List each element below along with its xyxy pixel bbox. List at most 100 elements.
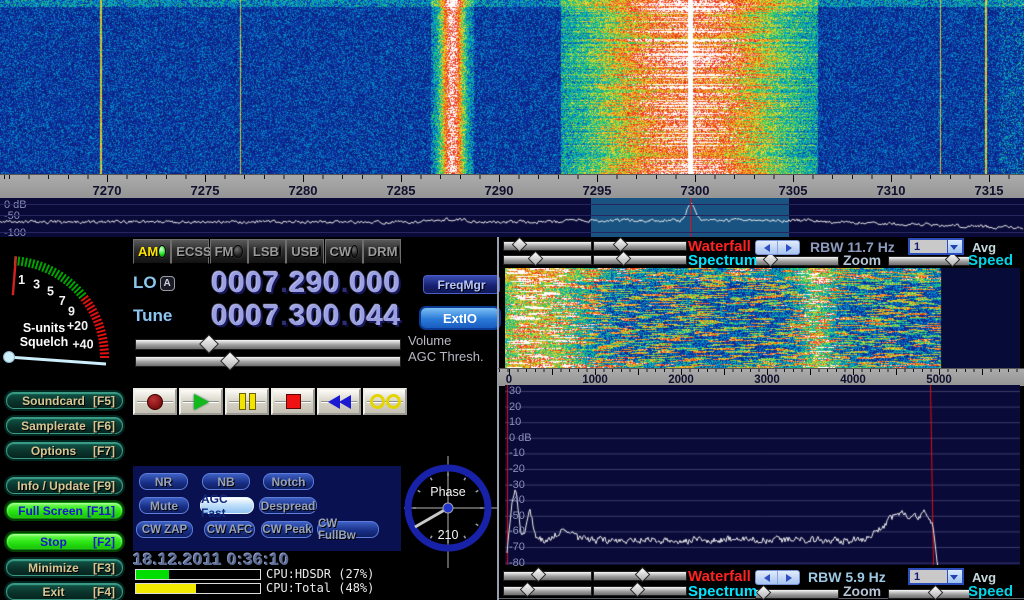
af-bottom-spectrum-label: Spectrum bbox=[688, 583, 758, 600]
mute-button[interactable]: Mute bbox=[139, 497, 189, 514]
squelch-knob[interactable] bbox=[3, 351, 15, 363]
spin-right-icon[interactable] bbox=[778, 241, 799, 254]
spin-left-icon[interactable] bbox=[756, 241, 778, 254]
chevron-down-icon[interactable] bbox=[947, 240, 962, 253]
slider-thumb[interactable] bbox=[755, 584, 771, 600]
volume-label: Volume bbox=[408, 333, 452, 348]
af-scale-tick bbox=[767, 369, 768, 375]
mode-button-usb[interactable]: USB bbox=[286, 239, 325, 264]
slider-thumb[interactable] bbox=[634, 566, 651, 583]
af-frequency-scale[interactable]: 0 1000 2000 3000 4000 5000 bbox=[498, 368, 1024, 386]
af-bottom-spinner[interactable] bbox=[755, 570, 800, 585]
agc-fast-button[interactable]: AGC Fast bbox=[200, 492, 254, 520]
slider-thumb[interactable] bbox=[511, 236, 528, 253]
mode-button-lsb[interactable]: LSB bbox=[247, 239, 286, 264]
slider-thumb[interactable] bbox=[530, 566, 547, 583]
volume-slider[interactable] bbox=[135, 334, 401, 354]
af-scale-tick-label: 1000 bbox=[582, 374, 608, 386]
cw-fullbw-button[interactable]: CW FullBw bbox=[317, 518, 379, 542]
options-button[interactable]: Options [F7] bbox=[6, 442, 123, 459]
af-top-spinner[interactable] bbox=[755, 240, 800, 255]
lo-frequency-row: LO A 0007.290.000 bbox=[133, 267, 401, 299]
af-top-zoom-label: Zoom bbox=[843, 252, 882, 268]
despread-button[interactable]: Despread bbox=[259, 497, 317, 514]
lo-a-badge[interactable]: A bbox=[159, 275, 175, 291]
rf-tune-marker[interactable] bbox=[690, 198, 691, 237]
rf-spectrum-display[interactable]: 0 dB -50 -100 bbox=[0, 198, 1024, 239]
smeter-scale-label: 1 bbox=[18, 273, 25, 287]
mode-button-ecss[interactable]: ECSS bbox=[171, 239, 214, 264]
agc-threshold-slider-thumb[interactable] bbox=[220, 351, 241, 371]
soundcard-button[interactable]: Soundcard [F5] bbox=[6, 392, 123, 409]
exit-button[interactable]: Exit [F4] bbox=[6, 583, 123, 600]
mode-label: CW bbox=[329, 244, 352, 259]
af-db-label: -60 bbox=[509, 525, 525, 538]
af-top-waterfall-label: Waterfall bbox=[688, 238, 751, 255]
samplerate-button[interactable]: Samplerate [F6] bbox=[6, 417, 123, 434]
nb-button[interactable]: NB bbox=[202, 473, 250, 490]
af-top-slider-5[interactable] bbox=[888, 251, 970, 268]
slider-thumb[interactable] bbox=[520, 581, 536, 598]
cpu-bar bbox=[135, 569, 261, 580]
slider-thumb[interactable] bbox=[615, 250, 631, 267]
stop-button[interactable]: Stop [F2] bbox=[6, 533, 123, 550]
record-button[interactable] bbox=[133, 388, 177, 415]
slider-thumb[interactable] bbox=[612, 236, 629, 253]
info-update-button[interactable]: Info / Update [F9] bbox=[6, 477, 123, 494]
af-bottom-slider-2[interactable] bbox=[503, 581, 592, 598]
full-screen-button[interactable]: Full Screen [F11] bbox=[6, 502, 123, 519]
af-bottom-slider-3[interactable] bbox=[593, 581, 687, 598]
rewind-button[interactable] bbox=[317, 388, 361, 415]
af-bottom-slider-4[interactable] bbox=[755, 584, 839, 600]
loop-button[interactable] bbox=[363, 388, 407, 415]
nr-button[interactable]: NR bbox=[139, 473, 188, 490]
mode-button-fm[interactable]: FM bbox=[209, 239, 248, 264]
af-top-slider-3[interactable] bbox=[593, 250, 687, 267]
af-bottom-slider-5[interactable] bbox=[888, 584, 970, 600]
af-scale-tick bbox=[939, 369, 940, 375]
notch-button[interactable]: Notch bbox=[263, 473, 314, 490]
slider-thumb[interactable] bbox=[528, 250, 544, 267]
pause-icon bbox=[238, 393, 246, 410]
af-bottom-avg-dropdown[interactable]: 1 bbox=[908, 568, 964, 585]
chevron-down-icon[interactable] bbox=[947, 570, 962, 583]
af-bottom-slider-0[interactable] bbox=[503, 566, 592, 583]
volume-slider-thumb[interactable] bbox=[199, 334, 220, 354]
spin-right-icon[interactable] bbox=[778, 571, 799, 584]
rf-waterfall-display[interactable] bbox=[0, 0, 1024, 174]
rf-frequency-scale[interactable]: 7270 7275 7280 7285 7290 7295 7300 7305 7310 7315 bbox=[0, 174, 1024, 199]
agc-threshold-slider[interactable] bbox=[135, 351, 401, 371]
af-top-slider-4[interactable] bbox=[755, 251, 839, 268]
mode-button-cw[interactable]: CW bbox=[324, 239, 363, 264]
af-spectrum-display[interactable]: 30 20 10 0 dB -10 -20 -30 -40 -50 -60 -70 -80 bbox=[505, 385, 1020, 569]
lo-frequency-display[interactable]: 0007.290.000 bbox=[211, 266, 401, 299]
minimize-button[interactable]: Minimize [F3] bbox=[6, 559, 123, 576]
rf-grid-line bbox=[0, 215, 1024, 216]
play-button[interactable] bbox=[179, 388, 223, 415]
stop-button[interactable] bbox=[271, 388, 315, 415]
rf-db-label: 0 dB bbox=[4, 199, 27, 211]
af-bottom-slider-1[interactable] bbox=[593, 566, 687, 583]
phase-dial[interactable]: Phase 210 bbox=[404, 456, 498, 568]
af-waterfall-display[interactable] bbox=[505, 268, 1020, 368]
slider-thumb[interactable] bbox=[629, 581, 646, 598]
freqmgr-button[interactable]: FreqMgr bbox=[423, 275, 500, 294]
af-top-avg-dropdown[interactable]: 1 bbox=[908, 238, 964, 255]
squelch-needle[interactable] bbox=[7, 355, 107, 366]
mode-button-drm[interactable]: DRM bbox=[362, 239, 401, 264]
pause-button[interactable] bbox=[225, 388, 269, 415]
af-top-slider-1[interactable] bbox=[593, 236, 687, 253]
mode-button-am[interactable]: AM bbox=[133, 239, 171, 264]
spin-left-icon[interactable] bbox=[756, 571, 778, 584]
af-top-slider-0[interactable] bbox=[503, 236, 592, 253]
button-fkey: [F5] bbox=[93, 393, 115, 408]
af-top-slider-2[interactable] bbox=[503, 250, 592, 267]
cw-afc-button[interactable]: CW AFC bbox=[204, 521, 255, 538]
slider-thumb[interactable] bbox=[928, 584, 944, 600]
cw-peak-button[interactable]: CW Peak bbox=[261, 521, 313, 538]
extio-button[interactable]: ExtIO bbox=[419, 306, 501, 330]
button-fkey: [F6] bbox=[93, 418, 115, 433]
record-icon bbox=[147, 393, 163, 410]
cw-zap-button[interactable]: CW ZAP bbox=[136, 521, 193, 538]
tune-frequency-display[interactable]: 0007.300.044 bbox=[211, 299, 401, 332]
